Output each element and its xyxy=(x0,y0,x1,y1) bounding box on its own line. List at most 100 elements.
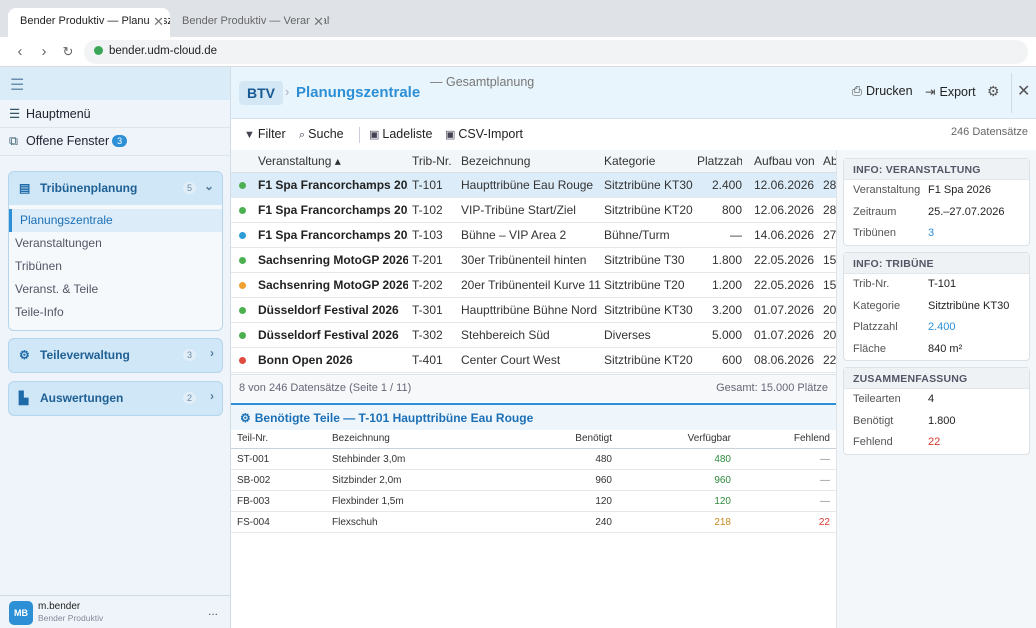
filter-button[interactable]: ▼ Filter xyxy=(240,125,290,145)
parts-row[interactable]: SB-002 Sitzbinder 2,0m 960 960 — xyxy=(231,470,836,491)
card-body: Trib-Nr. T-101 Kategorie Sitztribüne KT30 Pl… xyxy=(844,274,1029,360)
cell-platzzahl: 600 xyxy=(721,353,742,367)
group-header-tribuenenplanung[interactable]: ▤ Tribünenplanung 5 ⌄ xyxy=(9,172,222,205)
col-header-teil-nr[interactable]: Teil-Nr. xyxy=(237,433,269,444)
col-header-platzzahl[interactable]: Platzzahl xyxy=(697,154,742,168)
info-value: 22 xyxy=(928,436,941,448)
table-row[interactable]: Düsseldorf Festival 2026 T-302 Stehbereich… xyxy=(231,323,836,348)
forward-icon[interactable]: › xyxy=(41,43,47,60)
tribune-info-card: INFO: TRIBÜNE Trib-Nr. T-101 Kategorie Sitz… xyxy=(843,252,1030,361)
col-header-ab[interactable]: Ab xyxy=(823,154,836,168)
status-dot-icon xyxy=(239,282,246,289)
table-row[interactable]: Sachsenring MotoGP 2026 T-202 20er Tribüne… xyxy=(231,273,836,298)
chevron-right-icon[interactable]: › xyxy=(210,389,214,403)
more-icon[interactable]: ... xyxy=(207,604,218,618)
sidebar-item-veranst-teile[interactable]: Veranst. & Teile xyxy=(15,282,99,296)
card-body: Teilearten 4 Benötigt 1.800 Fehlend 22 xyxy=(844,389,1029,454)
sidebar-item-teile-info[interactable]: Teile-Info xyxy=(15,305,64,319)
sidebar-toggle[interactable]: ☰ xyxy=(0,67,230,100)
chevron-right-icon[interactable]: › xyxy=(210,346,214,360)
cell-bezeichnung: Flexschuh xyxy=(332,517,378,528)
col-header-aufbau[interactable]: Aufbau von xyxy=(754,154,815,168)
col-header-kategorie[interactable]: Kategorie xyxy=(604,154,656,168)
col-header-veranstaltung[interactable]: Veranstaltung ▴ xyxy=(258,154,341,168)
info-value[interactable]: 2.400 xyxy=(928,321,956,333)
gear-icon[interactable]: ⚙ xyxy=(987,83,1000,99)
sidebar-item-planungszentrale[interactable]: Planungszentrale xyxy=(9,209,222,232)
group-label: Auswertungen xyxy=(40,391,124,405)
cell-trib-nr: T-202 xyxy=(412,278,443,292)
browser-tab-active[interactable]: Bender Produktiv — Planungszentrale ✕ xyxy=(8,8,170,37)
group-label: Teileverwaltung xyxy=(40,348,130,362)
parts-row[interactable]: FS-004 Flexschuh 240 218 22 xyxy=(231,512,836,533)
tab-title: Bender Produktiv — Veranstaltungen xyxy=(182,15,330,27)
cell-kategorie: Diverses xyxy=(604,328,651,342)
export-icon: ⇥ xyxy=(925,85,936,99)
info-row: Veranstaltung F1 Spa 2026 xyxy=(844,180,1029,202)
col-header-benoetigt[interactable]: Benötigt xyxy=(575,433,612,444)
parts-row[interactable]: FB-003 Flexbinder 1,5m 120 120 — xyxy=(231,491,836,512)
col-header-trib-nr[interactable]: Trib-Nr. xyxy=(412,154,452,168)
col-header-fehlend[interactable]: Fehlend xyxy=(793,433,830,444)
cell-fehlend: — xyxy=(820,496,830,507)
group-label: Tribünenplanung xyxy=(40,181,138,195)
csv-import-button[interactable]: ▣ CSV-Import xyxy=(441,125,527,145)
info-row: Benötigt 1.800 xyxy=(844,411,1029,433)
user-profile[interactable]: MB m.bender Bender Produktiv ... xyxy=(0,595,230,628)
col-header-bezeichnung[interactable]: Bezeichnung xyxy=(461,154,531,168)
col-header-bezeichnung[interactable]: Bezeichnung xyxy=(332,433,390,444)
cell-bezeichnung: Stehbereich Süd xyxy=(461,328,550,342)
search-button[interactable]: ⌕ Suche xyxy=(295,125,348,145)
table-row[interactable]: Bonn Open 2026 T-401 Center Court West Sitz… xyxy=(231,348,836,373)
sidebar-group-teileverwaltung: ⚙ Teileverwaltung 3 › xyxy=(8,338,223,373)
browser-tab-inactive[interactable]: Bender Produktiv — Veranstaltungen ✕ xyxy=(170,8,330,37)
cell-ab: 15 xyxy=(823,278,836,292)
tab-close-icon[interactable]: ✕ xyxy=(310,14,324,30)
reload-icon[interactable]: ↻ xyxy=(62,44,74,59)
sidebar-link-hauptmenu[interactable]: ☰ Hauptmenü xyxy=(0,100,230,128)
col-header-verfuegbar[interactable]: Verfügbar xyxy=(687,433,731,444)
info-row: Tribünen 3 xyxy=(844,223,1029,245)
chart-icon: ▙ xyxy=(19,391,29,405)
parts-title-text: Benötigte Teile — T-101 Haupttribüne Eau… xyxy=(254,411,534,425)
info-row: Kategorie Sitztribüne KT30 xyxy=(844,296,1029,318)
table-row[interactable]: F1 Spa Francorchamps 2026 T-101 Haupttribü… xyxy=(231,173,836,198)
hamburger-icon[interactable]: ☰ xyxy=(10,77,25,94)
ladeliste-button[interactable]: ▣ Ladeliste xyxy=(365,125,436,145)
cell-bezeichnung: Haupttribüne Bühne Nord xyxy=(461,303,598,317)
group-header-teileverwaltung[interactable]: ⚙ Teileverwaltung 3 › xyxy=(9,339,222,372)
page-title: Planungszentrale xyxy=(296,84,421,101)
table-row[interactable]: F1 Spa Francorchamps 2026 T-102 VIP-Tribün… xyxy=(231,198,836,223)
cell-benoetigt: 240 xyxy=(595,517,612,528)
table-row[interactable]: Sachsenring MotoGP 2026 T-201 30er Tribüne… xyxy=(231,248,836,273)
sidebar-link-open-windows[interactable]: ⧉ Offene Fenster 3 xyxy=(0,128,230,156)
cell-ab: 22 xyxy=(823,353,836,367)
info-row: Zeitraum 25.–27.07.2026 xyxy=(844,202,1029,224)
event-info-card: INFO: VERANSTALTUNG Veranstaltung F1 Spa … xyxy=(843,158,1030,246)
print-button[interactable]: ⎙ Drucken xyxy=(852,84,913,99)
table-header: Veranstaltung ▴ Trib-Nr. Bezeichnung Kat… xyxy=(231,150,836,173)
tab-close-icon[interactable]: ✕ xyxy=(150,14,164,30)
cell-trib-nr: T-101 xyxy=(412,178,443,192)
chevron-down-icon[interactable]: ⌄ xyxy=(203,179,214,193)
breadcrumb-separator-icon: › xyxy=(285,84,290,99)
table-row[interactable]: F1 Spa Francorchamps 2026 T-103 Bühne – VI… xyxy=(231,223,836,248)
sidebar-link-label: Hauptmenü xyxy=(26,107,91,121)
info-value[interactable]: 3 xyxy=(928,227,935,239)
export-button[interactable]: ⇥ Export xyxy=(925,84,976,99)
grandstand-icon: ▤ xyxy=(19,181,31,195)
record-count: 246 Datensätze xyxy=(950,126,1028,138)
table-row[interactable]: Düsseldorf Festival 2026 T-301 Haupttribün… xyxy=(231,298,836,323)
sidebar-item-tribuenen[interactable]: Tribünen xyxy=(15,259,62,273)
group-header-auswertungen[interactable]: ▙ Auswertungen 2 › xyxy=(9,382,222,415)
sidebar-item-veranstaltungen[interactable]: Veranstaltungen xyxy=(15,236,102,250)
csv-label: CSV-Import xyxy=(458,127,524,141)
url-field[interactable]: bender.udm-cloud.de xyxy=(84,40,1028,64)
parts-row[interactable]: ST-001 Stehbinder 3,0m 480 480 — xyxy=(231,449,836,470)
cell-aufbau: 22.05.2026 xyxy=(754,253,815,267)
back-icon[interactable]: ‹ xyxy=(17,43,23,60)
events-table: Veranstaltung ▴ Trib-Nr. Bezeichnung Kat… xyxy=(231,150,836,374)
close-icon[interactable]: ✕ xyxy=(1017,83,1031,100)
toolbar: ▼ Filter ⌕ Suche ▣ Ladeliste ▣ CSV-Import 24… xyxy=(231,119,1036,150)
cell-trib-nr: T-103 xyxy=(412,228,443,242)
